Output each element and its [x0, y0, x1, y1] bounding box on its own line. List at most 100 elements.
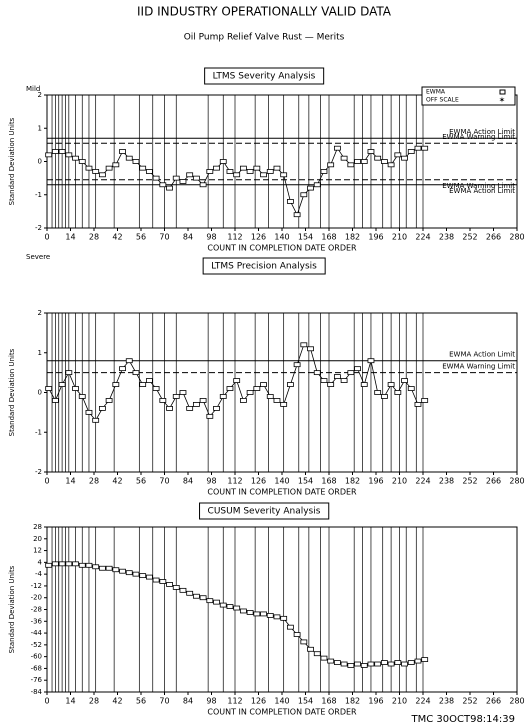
- x-tick-label: 196: [368, 477, 383, 486]
- x-tick-label: 28: [89, 477, 99, 486]
- data-point: [307, 646, 314, 652]
- data-point: [98, 565, 106, 571]
- x-tick-label: 140: [274, 477, 289, 486]
- data-point: [152, 577, 160, 583]
- data-point: [206, 169, 214, 174]
- data-point: [354, 661, 361, 667]
- x-tick-label: 140: [274, 697, 289, 706]
- data-point: [132, 159, 140, 164]
- y-tick-label: -60: [31, 653, 42, 661]
- data-point: [239, 398, 247, 403]
- data-point: [72, 561, 79, 567]
- data-point: [172, 175, 180, 181]
- data-point: [320, 655, 328, 661]
- data-point: [159, 182, 167, 188]
- x-tick-label: 280: [509, 233, 524, 242]
- y-tick-label: 4: [38, 558, 43, 566]
- data-point: [253, 611, 261, 617]
- panel-title: CUSUM Severity Analysis: [208, 507, 321, 517]
- data-point: [125, 358, 133, 364]
- x-tick-label: 196: [368, 697, 383, 706]
- y-tick-label: -20: [31, 594, 42, 602]
- x-tick-label: 210: [392, 233, 407, 242]
- data-point: [145, 169, 153, 174]
- x-tick-label: 280: [509, 477, 524, 486]
- y-tick-label: 20: [33, 535, 42, 543]
- data-point: [407, 660, 415, 665]
- data-point: [152, 386, 160, 391]
- data-point: [72, 386, 79, 391]
- x-tick-label: 266: [486, 233, 501, 242]
- data-point: [407, 386, 415, 391]
- data-point: [98, 405, 106, 411]
- x-tick-label: 84: [183, 477, 193, 486]
- data-point: [407, 149, 415, 154]
- data-point: [199, 182, 207, 188]
- y-tick-label: 2: [38, 91, 42, 99]
- data-point: [92, 169, 100, 174]
- data-point: [401, 155, 408, 161]
- data-point: [186, 590, 194, 596]
- x-tick-label: 252: [462, 697, 477, 706]
- x-tick-label: 98: [206, 233, 216, 242]
- data-point: [78, 159, 86, 164]
- data-point: [367, 149, 375, 154]
- data-point: [347, 663, 355, 668]
- data-point: [145, 574, 153, 580]
- panel-title: LTMS Severity Analysis: [213, 72, 316, 82]
- data-point: [58, 149, 66, 154]
- data-point: [280, 615, 288, 621]
- data-point: [300, 639, 308, 645]
- x-tick-label: 84: [183, 697, 193, 706]
- x-tick-label: 56: [136, 477, 146, 486]
- data-point: [45, 152, 53, 158]
- y-tick-label: 0: [38, 158, 42, 166]
- x-tick-label: 112: [227, 697, 242, 706]
- x-tick-label: 266: [486, 477, 501, 486]
- data-point: [253, 165, 261, 171]
- data-point: [421, 657, 429, 662]
- data-point: [273, 398, 281, 403]
- y-tick-label: -84: [31, 688, 43, 696]
- data-point: [119, 366, 126, 372]
- data-point: [313, 370, 321, 376]
- data-point: [367, 358, 375, 364]
- data-point: [327, 658, 335, 664]
- data-point: [132, 571, 140, 577]
- top-label: Mild: [26, 85, 40, 93]
- data-point: [327, 382, 335, 387]
- data-point: [139, 573, 147, 579]
- data-point: [421, 398, 429, 403]
- data-point: [367, 661, 375, 667]
- x-tick-label: 154: [298, 233, 313, 242]
- data-point: [45, 562, 53, 568]
- data-point: [199, 595, 207, 601]
- x-tick-label: 196: [368, 233, 383, 242]
- data-point: [105, 565, 113, 571]
- x-tick-label: 70: [159, 477, 169, 486]
- data-point: [387, 661, 395, 667]
- legend-label: OFF SCALE: [426, 97, 459, 104]
- title-box: [202, 257, 326, 275]
- data-point: [340, 661, 348, 667]
- data-point: [192, 175, 200, 181]
- data-point: [347, 370, 355, 376]
- y-tick-label: 12: [33, 547, 42, 555]
- data-point: [119, 568, 126, 574]
- data-point: [300, 192, 308, 198]
- x-tick-label: 238: [439, 697, 454, 706]
- x-tick-label: 42: [112, 233, 122, 242]
- y-tick-label: -1: [35, 191, 42, 199]
- data-point: [347, 162, 355, 168]
- x-tick-label: 224: [415, 697, 430, 706]
- data-point: [380, 159, 388, 164]
- data-point: [85, 409, 93, 415]
- y-tick-label: 2: [38, 309, 42, 317]
- data-point: [139, 382, 147, 387]
- series-line: [48, 147, 425, 216]
- data-point: [166, 185, 173, 191]
- data-point: [360, 663, 368, 668]
- data-point: [51, 398, 59, 403]
- data-point: [333, 660, 341, 665]
- data-point: [394, 390, 402, 395]
